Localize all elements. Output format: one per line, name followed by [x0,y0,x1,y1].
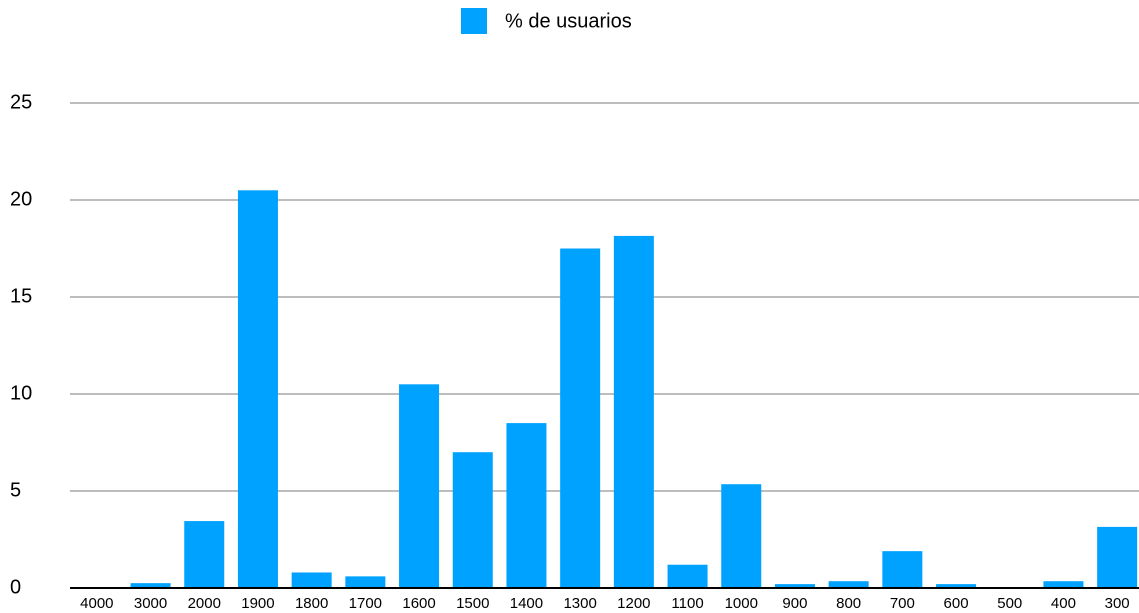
bar [1097,526,1138,588]
x-tick-label: 4000 [80,595,113,612]
x-tick-label: 1600 [402,595,435,612]
x-tick-label: 500 [997,595,1022,612]
bar [613,235,654,588]
bar [828,581,869,588]
bar [130,583,171,588]
y-tick-label: 5 [10,479,21,501]
x-tick-label: 2000 [188,595,221,612]
legend-label: % de usuarios [505,10,632,32]
bar [506,423,547,588]
y-tick-label: 20 [10,188,32,210]
y-tick-label: 10 [10,382,32,404]
bar [345,576,386,588]
bar [399,384,440,588]
x-tick-label: 400 [1051,595,1076,612]
bar [882,551,923,588]
legend-swatch [461,8,487,34]
x-tick-label: 1700 [349,595,382,612]
x-tick-label: 1300 [563,595,596,612]
x-tick-label: 600 [944,595,969,612]
x-tick-label: 700 [890,595,915,612]
bar [237,190,278,589]
x-tick-label: 1400 [510,595,543,612]
x-tick-label: 300 [1105,595,1130,612]
x-tick-label: 1500 [456,595,489,612]
x-tick-label: 900 [782,595,807,612]
bar [1043,581,1084,588]
x-tick-label: 1100 [671,595,703,612]
bar [667,564,708,588]
bar [291,572,332,588]
y-tick-label: 0 [10,576,21,598]
bar [774,584,815,588]
x-tick-label: 1800 [295,595,328,612]
bar [936,584,977,588]
y-tick-label: 25 [10,91,32,113]
bar [452,452,493,588]
x-tick-label: 3000 [134,595,167,612]
x-tick-label: 1000 [725,595,758,612]
x-tick-label: 1900 [241,595,274,612]
y-tick-label: 15 [10,285,32,307]
x-tick-label: 800 [836,595,861,612]
bar [560,248,601,588]
x-tick-label: 1200 [617,595,650,612]
bar [184,521,225,588]
bar [721,484,762,588]
